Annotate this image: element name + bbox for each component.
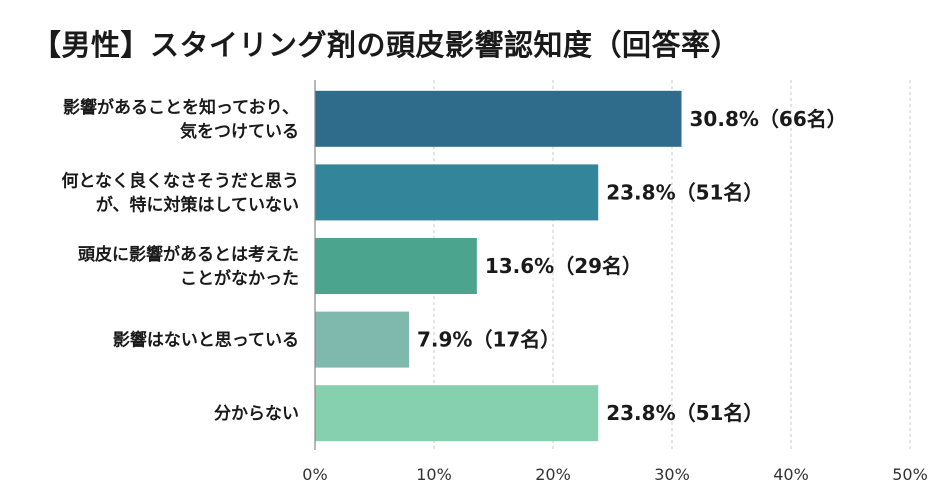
bar-1 xyxy=(315,90,682,147)
x-tick-label-4: 40% xyxy=(773,465,809,484)
x-tick-label-2: 20% xyxy=(535,465,571,484)
category-label-3-line-1: 頭皮に影響があるとは考えた xyxy=(78,244,299,265)
value-label-2: 23.8%（51名） xyxy=(606,180,763,204)
x-tick-label-3: 30% xyxy=(654,465,690,484)
category-label-5: 分からない xyxy=(214,404,299,424)
category-label-1-line-1: 影響があることを知っており、 xyxy=(63,97,299,118)
category-label-4: 影響はないと思っている xyxy=(113,330,299,351)
category-label-3-line-2: ことがなかった xyxy=(180,268,299,289)
value-label-5: 23.8%（51名） xyxy=(606,401,763,425)
bar-3 xyxy=(315,238,477,294)
x-tick-label-1: 10% xyxy=(416,465,452,484)
bar-4 xyxy=(315,311,410,368)
bar-2 xyxy=(315,164,599,221)
category-label-2-line-1: 何となく良くなさそうだと思う xyxy=(62,170,300,191)
value-label-4: 7.9%（17名） xyxy=(417,328,560,352)
chart-title: 【男性】スタイリング剤の頭皮影響認知度（回答率） xyxy=(32,28,741,62)
x-tick-label-0: 0% xyxy=(302,465,327,484)
category-label-1-line-2: 気をつけている xyxy=(179,121,299,142)
category-label-2-line-2: が、特に対策はしていない xyxy=(96,194,299,215)
x-tick-label-5: 50% xyxy=(892,465,928,484)
bar-5 xyxy=(315,385,599,442)
value-label-3: 13.6%（29名） xyxy=(485,254,642,278)
value-label-1: 30.8%（66名） xyxy=(690,107,847,131)
